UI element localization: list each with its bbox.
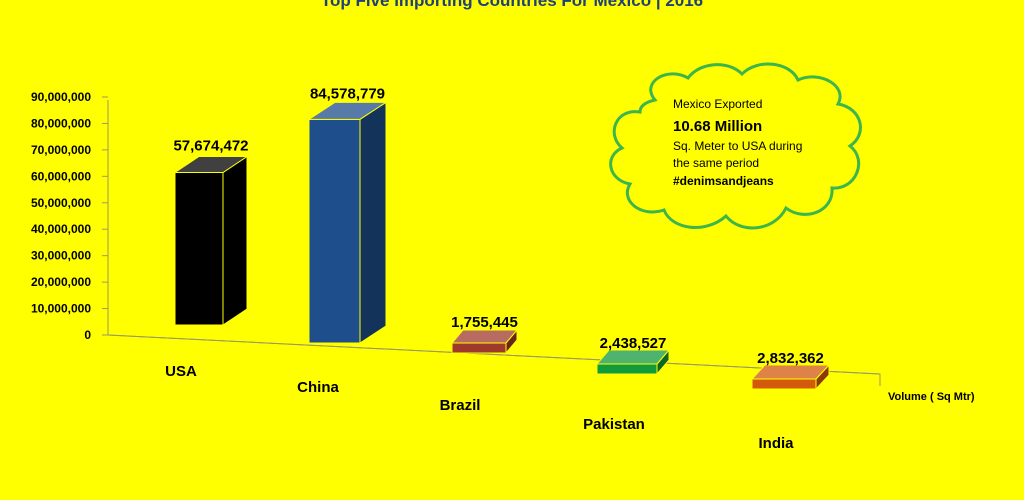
y-tick-label: 30,000,000 — [31, 249, 91, 263]
y-tick-label: 90,000,000 — [31, 90, 91, 104]
cloud-shape — [609, 62, 862, 230]
value-label: 1,755,445 — [451, 314, 518, 331]
bar-usa — [173, 155, 249, 326]
depth-axis-line — [107, 334, 881, 375]
value-label: 2,832,362 — [757, 350, 824, 367]
value-label: 84,578,779 — [310, 85, 385, 102]
callout-line1: Mexico Exported — [673, 97, 762, 111]
category-label: USA — [165, 363, 197, 380]
value-label: 57,674,472 — [173, 137, 248, 154]
bar-front-face — [596, 363, 658, 375]
bar-top-face — [750, 364, 831, 380]
bar-front-face — [451, 342, 507, 354]
y-tick-label: 40,000,000 — [31, 222, 91, 236]
callout-line2: 10.68 Million — [673, 118, 762, 135]
y-tick-label: 0 — [84, 328, 91, 342]
bar-top-face — [173, 155, 249, 173]
chart-title: Top Five Importing Countries For Mexico … — [320, 0, 704, 10]
category-label: Brazil — [440, 397, 481, 414]
value-label: 2,438,527 — [600, 335, 667, 352]
bar-front-face — [308, 118, 361, 344]
category-label: Pakistan — [583, 416, 645, 433]
y-tick-label: 80,000,000 — [31, 116, 91, 130]
bar-china — [307, 101, 388, 344]
bar-side-face — [359, 101, 387, 344]
y-tick-label: 20,000,000 — [31, 275, 91, 289]
callout-cloud: Mexico Exported 10.68 Million Sq. Meter … — [609, 62, 862, 230]
bar-top-face — [307, 101, 388, 120]
bar-top-face — [450, 329, 519, 344]
bar-india — [750, 363, 831, 391]
bar-brazil — [450, 328, 519, 355]
bar-side-face — [222, 155, 248, 326]
depth-axis-title: Volume ( Sq Mtr) — [888, 391, 975, 403]
bar-pakistan — [595, 348, 671, 376]
callout-line3: Sq. Meter to USA during — [673, 139, 802, 153]
y-tick-label: 10,000,000 — [31, 302, 91, 316]
category-label: India — [758, 435, 794, 452]
bar-front-face — [751, 378, 817, 390]
y-tick-label: 60,000,000 — [31, 169, 91, 183]
bar-top-face — [595, 349, 671, 365]
y-tick-label: 50,000,000 — [31, 196, 91, 210]
callout-line4: the same period — [673, 156, 759, 170]
y-tick-label: 70,000,000 — [31, 143, 91, 157]
category-label: China — [297, 379, 339, 396]
callout-line5: #denimsandjeans — [673, 174, 774, 188]
bar-front-face — [174, 171, 224, 326]
